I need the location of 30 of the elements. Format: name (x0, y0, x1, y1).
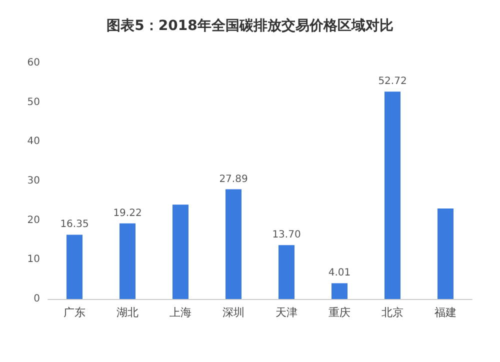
data-label: 19.22 (113, 208, 142, 219)
data-label: 13.70 (272, 230, 301, 241)
bar (438, 208, 454, 299)
x-tick-label: 上海 (170, 306, 192, 319)
bar (384, 92, 400, 299)
y-tick-label: 10 (27, 254, 40, 266)
y-tick-label: 50 (27, 96, 40, 108)
y-tick-label: 40 (27, 136, 40, 148)
y-tick-label: 30 (27, 176, 40, 186)
bar (120, 223, 136, 299)
x-tick-label: 天津 (276, 306, 298, 319)
bar (172, 204, 188, 299)
data-label: 4.01 (328, 268, 351, 279)
data-label: 27.89 (219, 174, 248, 185)
bar (278, 245, 294, 299)
x-tick-label: 深圳 (222, 306, 244, 319)
chart-title: 图表5：2018年全国碳排放交易价格区域对比 (106, 17, 394, 34)
x-tick-label: 广东 (64, 306, 86, 319)
data-label: 52.72 (378, 76, 407, 88)
y-tick-label: 60 (27, 58, 40, 68)
x-tick-label: 重庆 (328, 306, 350, 319)
bar (226, 189, 242, 299)
x-tick-label: 湖北 (116, 306, 138, 319)
bar (332, 283, 348, 299)
x-tick-label: 北京 (382, 306, 404, 319)
x-tick-label: 福建 (434, 306, 456, 319)
y-tick-label: 20 (27, 214, 40, 226)
bar (66, 234, 82, 299)
y-tick-label: 0 (34, 294, 40, 304)
data-label: 16.35 (60, 219, 89, 230)
